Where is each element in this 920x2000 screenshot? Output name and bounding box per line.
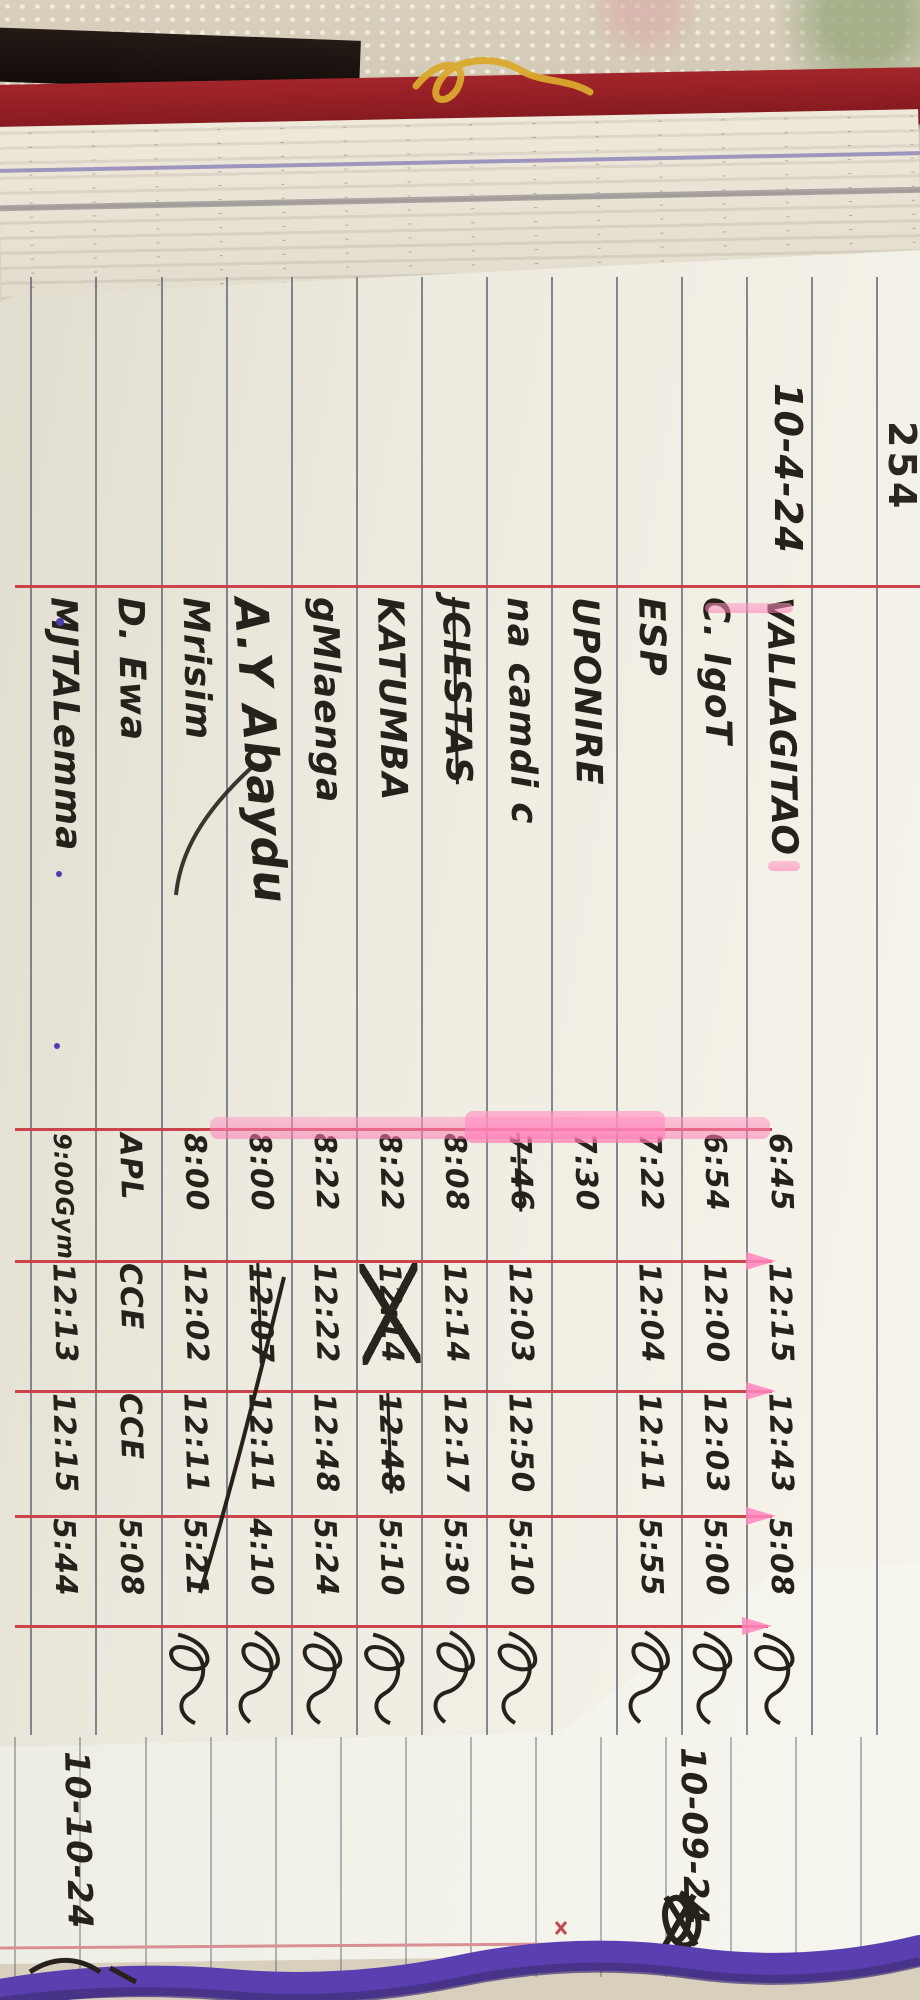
signature-scrawl xyxy=(754,1632,795,1726)
signature-scrawl xyxy=(692,1631,733,1725)
signature-scrawl xyxy=(302,1631,343,1725)
signature-scrawl xyxy=(238,1630,280,1724)
bottom-scrawl xyxy=(28,1957,138,1985)
signature-scrawl xyxy=(364,1632,405,1726)
signature-scrawl xyxy=(628,1630,670,1724)
scribbled-out-blob xyxy=(661,1890,702,1949)
red-x-mark xyxy=(554,1921,568,1935)
next-page-content: 10-10-24 10-09-24 xyxy=(14,1737,920,1977)
ledger-page-content: 254 10-4-24 VALLAGITAO 6:45 12:15 12:43 5:08… xyxy=(15,255,920,1735)
signature-scrawl xyxy=(169,1632,210,1726)
signature-scrawl xyxy=(433,1630,475,1724)
signature-scrawl xyxy=(497,1631,538,1725)
pen-strike-line xyxy=(174,765,286,1594)
gold-emblem-icon xyxy=(412,57,594,103)
